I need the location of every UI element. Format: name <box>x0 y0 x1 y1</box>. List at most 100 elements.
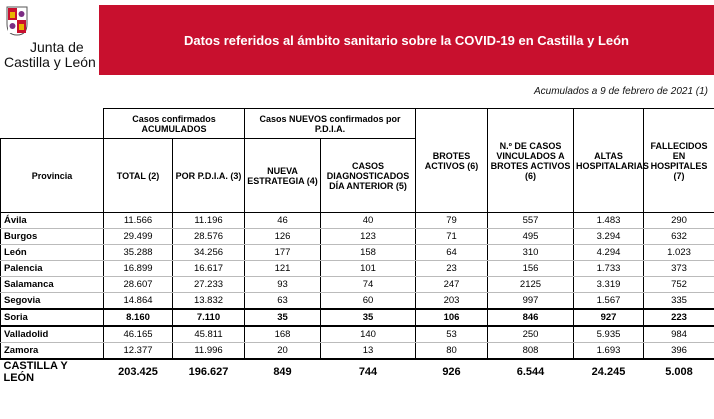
value-cell: 35.288 <box>103 244 173 261</box>
value-cell: 12.377 <box>103 342 173 360</box>
table-row: Segovia 14.864 13.832 63 60 203 997 1.567 335 <box>0 292 714 310</box>
column-header: FALLECIDOS EN HOSPITALES (7) <box>643 108 714 213</box>
value-cell: 13 <box>320 342 416 360</box>
value-cell: 1.023 <box>643 244 714 261</box>
column-header: POR P.D.I.A. (3) <box>172 138 245 213</box>
value-cell: 28.607 <box>103 276 173 293</box>
value-cell: 16.899 <box>103 260 173 277</box>
value-cell: 45.811 <box>172 326 245 343</box>
value-cell: 177 <box>244 244 321 261</box>
value-cell: 203.425 <box>103 358 173 384</box>
value-cell: 11.196 <box>172 212 245 229</box>
group-header: Casos confirmados ACUMULADOS <box>103 108 245 139</box>
province-cell: León <box>0 244 104 261</box>
value-cell: 290 <box>643 212 714 229</box>
value-cell: 140 <box>320 326 416 343</box>
value-cell: 744 <box>320 358 416 384</box>
table-row: Burgos 29.499 28.576 126 123 71 495 3.294 632 <box>0 228 714 245</box>
value-cell: 808 <box>487 342 574 360</box>
value-cell: 373 <box>643 260 714 277</box>
value-cell: 80 <box>415 342 488 360</box>
value-cell: 16.617 <box>172 260 245 277</box>
value-cell: 168 <box>244 326 321 343</box>
value-cell: 396 <box>643 342 714 360</box>
value-cell: 849 <box>244 358 321 384</box>
column-header: Provincia <box>0 138 104 213</box>
table-row: Soria 8.160 7.110 35 35 106 846 927 223 <box>0 308 714 327</box>
value-cell: 71 <box>415 228 488 245</box>
logo-shield <box>6 6 28 36</box>
value-cell: 5.008 <box>643 358 714 384</box>
value-cell: 196.627 <box>172 358 245 384</box>
logo-text: Junta de Castilla y León <box>4 39 96 70</box>
value-cell: 60 <box>320 292 416 310</box>
value-cell: 106 <box>415 308 488 327</box>
table-row: Palencia 16.899 16.617 121 101 23 156 1.733 373 <box>0 260 714 277</box>
value-cell: 8.160 <box>103 308 173 327</box>
table-row: Salamanca 28.607 27.233 93 74 247 2125 3.319 752 <box>0 276 714 293</box>
value-cell: 74 <box>320 276 416 293</box>
table-row: Ávila 11.566 11.196 46 40 79 557 1.483 290 <box>0 212 714 229</box>
value-cell: 247 <box>415 276 488 293</box>
value-cell: 11.566 <box>103 212 173 229</box>
logo-line: Junta de <box>30 39 84 55</box>
province-cell: CASTILLA Y LEÓN <box>0 358 104 384</box>
table-row: León 35.288 34.256 177 158 64 310 4.294 1.023 <box>0 244 714 261</box>
value-cell: 5.935 <box>573 326 644 343</box>
date-note: Acumulados a 9 de febrero de 2021 (1) <box>534 86 708 97</box>
value-cell: 13.832 <box>172 292 245 310</box>
column-header: NUEVA ESTRATEGIA (4) <box>244 138 321 213</box>
value-cell: 158 <box>320 244 416 261</box>
value-cell: 24.245 <box>573 358 644 384</box>
value-cell: 1.567 <box>573 292 644 310</box>
value-cell: 14.864 <box>103 292 173 310</box>
value-cell: 126 <box>244 228 321 245</box>
value-cell: 1.483 <box>573 212 644 229</box>
value-cell: 926 <box>415 358 488 384</box>
value-cell: 203 <box>415 292 488 310</box>
value-cell: 557 <box>487 212 574 229</box>
title: Datos referidos al ámbito sanitario sobr… <box>183 32 629 48</box>
table-row: CASTILLA Y LEÓN 203.425 196.627 849 744 926 6.… <box>0 358 714 384</box>
value-cell: 23 <box>415 260 488 277</box>
table-body: Ávila 11.566 11.196 46 40 79 557 1.483 290 Burgos… <box>0 212 714 384</box>
value-cell: 4.294 <box>573 244 644 261</box>
value-cell: 46 <box>244 212 321 229</box>
value-cell: 495 <box>487 228 574 245</box>
value-cell: 46.165 <box>103 326 173 343</box>
value-cell: 35 <box>320 308 416 327</box>
value-cell: 1.733 <box>573 260 644 277</box>
table-row: Valladolid 46.165 45.811 168 140 53 250 5.935 98… <box>0 326 714 343</box>
value-cell: 310 <box>487 244 574 261</box>
value-cell: 1.693 <box>573 342 644 360</box>
value-cell: 34.256 <box>172 244 245 261</box>
value-cell: 927 <box>573 308 644 327</box>
value-cell: 64 <box>415 244 488 261</box>
value-cell: 335 <box>643 292 714 310</box>
logo-line: Castilla y León <box>4 54 96 70</box>
province-cell: Segovia <box>0 292 104 310</box>
column-header: CASOS DIAGNOSTICADOS DÍA ANTERIOR (5) <box>320 138 416 213</box>
value-cell: 997 <box>487 292 574 310</box>
group-header: Casos NUEVOS confirmados por P.D.I.A. <box>244 108 416 139</box>
value-cell: 3.294 <box>573 228 644 245</box>
value-cell: 6.544 <box>487 358 574 384</box>
value-cell: 29.499 <box>103 228 173 245</box>
province-cell: Zamora <box>0 342 104 360</box>
province-cell: Ávila <box>0 212 104 229</box>
value-cell: 35 <box>244 308 321 327</box>
value-cell: 752 <box>643 276 714 293</box>
province-cell: Burgos <box>0 228 104 245</box>
value-cell: 40 <box>320 212 416 229</box>
column-header: N.º DE CASOS VINCULADOS A BROTES ACTIVOS… <box>487 108 574 213</box>
data-table: Casos confirmados ACUMULADOS Casos NUEVO… <box>0 108 714 384</box>
column-header: TOTAL (2) <box>103 138 173 213</box>
column-header: BROTES ACTIVOS (6) <box>415 108 488 213</box>
value-cell: 93 <box>244 276 321 293</box>
value-cell: 121 <box>244 260 321 277</box>
province-cell: Palencia <box>0 260 104 277</box>
province-cell: Valladolid <box>0 326 104 343</box>
province-cell: Salamanca <box>0 276 104 293</box>
column-header: ALTAS HOSPITALARIAS <box>573 108 649 213</box>
